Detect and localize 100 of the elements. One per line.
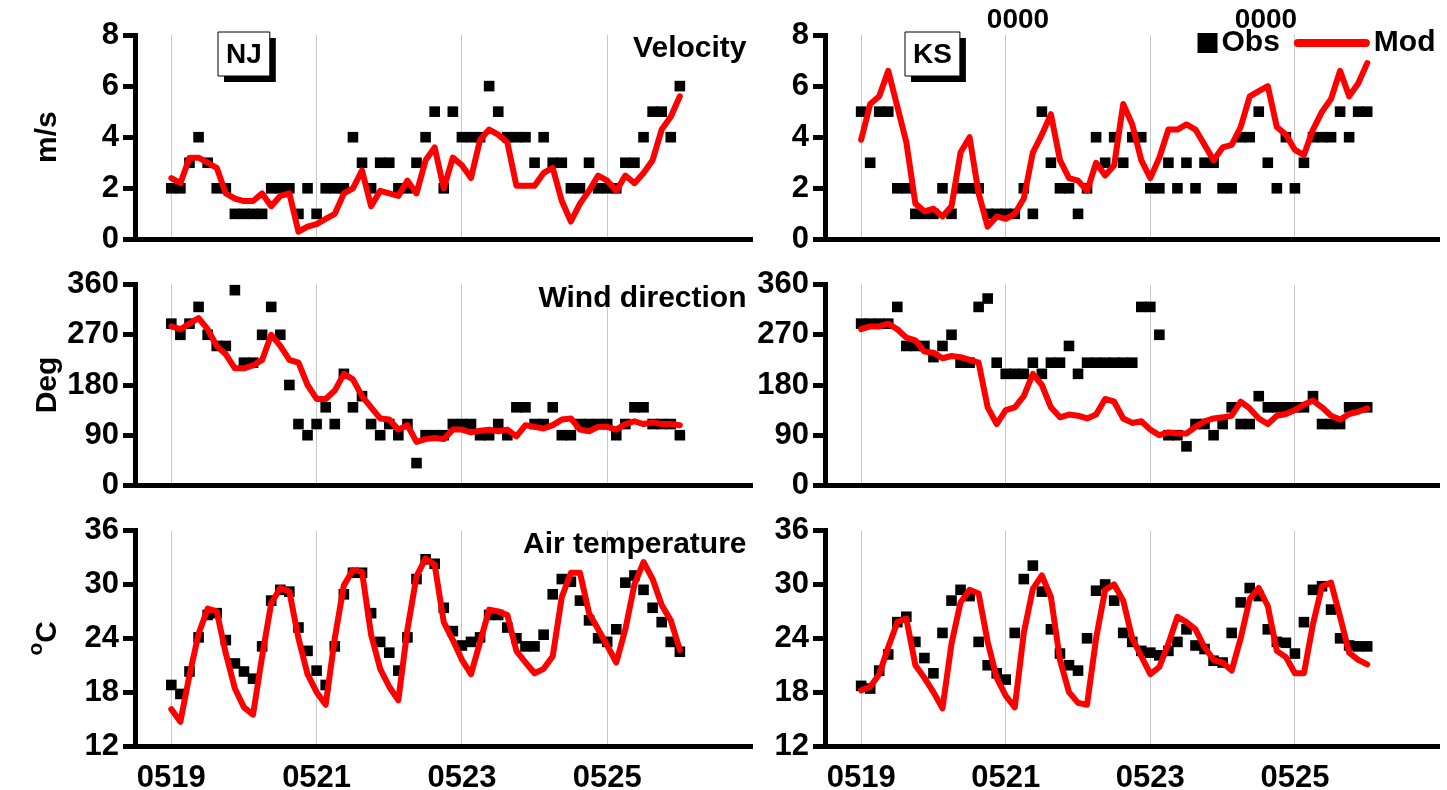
point <box>1045 157 1057 169</box>
point <box>1000 674 1012 685</box>
point <box>674 429 686 441</box>
point <box>1262 402 1274 413</box>
point <box>1361 641 1373 652</box>
y-tick-label: 0 <box>101 219 119 255</box>
point <box>610 624 622 635</box>
point <box>1361 106 1373 117</box>
point <box>973 636 984 648</box>
point <box>1262 157 1274 169</box>
point <box>1027 357 1039 368</box>
point <box>982 293 993 304</box>
point <box>1145 301 1156 313</box>
point <box>347 402 359 413</box>
annotation: KS <box>913 37 952 69</box>
point <box>1172 636 1183 648</box>
point <box>311 208 322 220</box>
point <box>529 157 540 169</box>
point <box>574 183 586 194</box>
point <box>937 627 948 639</box>
chart-title: Wind direction <box>538 279 747 313</box>
point <box>1325 131 1337 143</box>
point <box>420 131 431 143</box>
point <box>329 183 341 194</box>
point <box>1090 131 1102 143</box>
point <box>302 429 313 441</box>
y-tick-label: 2 <box>791 168 809 204</box>
y-tick-label: 0 <box>791 465 809 501</box>
x-tick-label: 0523 <box>1115 759 1185 790</box>
point <box>1181 441 1192 452</box>
point <box>193 131 204 143</box>
point <box>656 616 667 628</box>
point <box>638 131 649 143</box>
point <box>1253 390 1265 402</box>
point <box>383 647 395 658</box>
point <box>520 131 531 143</box>
text: 0000 <box>986 2 1050 34</box>
legend-label: Mod <box>1373 24 1436 58</box>
point <box>1009 627 1021 639</box>
point <box>647 602 658 614</box>
point <box>656 106 667 117</box>
point <box>520 402 531 413</box>
point <box>1343 131 1355 143</box>
point <box>1208 429 1219 441</box>
y-tick-label: 360 <box>757 265 809 301</box>
y-tick-label: 4 <box>791 117 810 153</box>
point <box>1226 183 1237 194</box>
point <box>1271 183 1283 194</box>
point <box>1253 106 1265 117</box>
point <box>882 106 894 117</box>
point <box>1181 157 1192 169</box>
x-tick-label: 0521 <box>282 759 352 790</box>
y-tick-label: 0 <box>791 219 809 255</box>
point <box>1244 418 1256 430</box>
y-tick-label: 36 <box>84 511 119 547</box>
y-tick-label: 360 <box>67 265 119 301</box>
point <box>638 402 649 413</box>
point <box>1090 585 1102 597</box>
x-tick-label: 0519 <box>136 759 206 790</box>
point <box>1244 131 1256 143</box>
point <box>265 301 277 313</box>
point <box>1036 106 1048 117</box>
point <box>556 429 568 441</box>
point <box>919 652 930 664</box>
point <box>1235 597 1246 608</box>
point <box>1226 627 1237 639</box>
y-tick-label: 18 <box>774 672 809 708</box>
point <box>1154 183 1165 194</box>
y-tick-label: 270 <box>67 315 119 351</box>
point <box>565 429 577 441</box>
point <box>374 429 386 441</box>
point <box>946 329 957 341</box>
point <box>238 666 250 677</box>
point <box>620 577 631 588</box>
point <box>1172 183 1183 194</box>
point <box>447 106 459 117</box>
y-tick-label: 12 <box>774 726 809 762</box>
y-tick-label: 6 <box>791 66 809 102</box>
point <box>1334 106 1346 117</box>
y-tick-label: 180 <box>757 365 809 401</box>
y-tick-label: 90 <box>774 415 809 451</box>
y-tick-label: 18 <box>84 672 119 708</box>
x-tick-label: 0519 <box>826 759 896 790</box>
annotation: NJ <box>226 37 262 69</box>
point <box>329 418 341 430</box>
y-tick-label: 12 <box>84 726 119 762</box>
y-tick-label: 8 <box>101 15 119 51</box>
point <box>1117 157 1129 169</box>
point <box>429 106 440 117</box>
y-tick-label: 30 <box>774 565 809 600</box>
y-axis-title: Deg <box>29 356 63 414</box>
point <box>1063 183 1075 194</box>
point <box>193 301 204 313</box>
point <box>1190 183 1201 194</box>
y-tick-label: 36 <box>774 511 809 547</box>
point <box>529 641 540 652</box>
point <box>547 589 559 600</box>
y-tick-label: 30 <box>84 565 119 600</box>
point <box>1108 595 1120 606</box>
point <box>411 457 422 469</box>
